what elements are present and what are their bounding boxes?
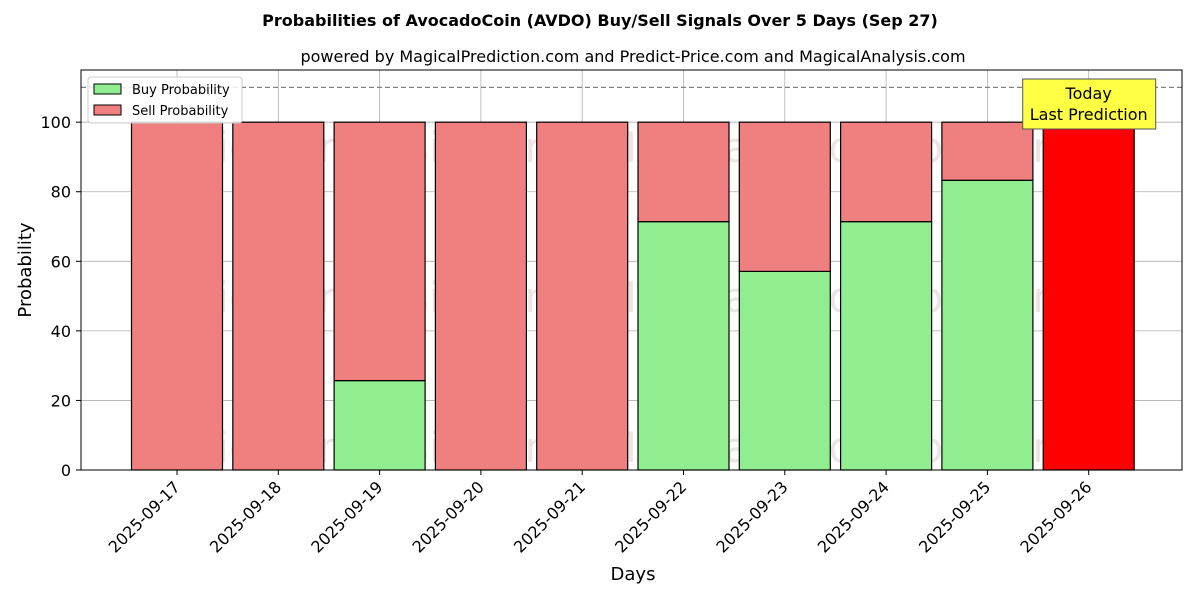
x-tick-label: 2025-09-18 [206,477,285,556]
legend-swatch [93,104,122,116]
x-tick-label: 2025-09-21 [510,477,589,556]
buy-bar [637,221,730,471]
x-tick-label: 2025-09-20 [409,477,488,556]
buy-bar [839,221,933,471]
sell-bar [130,121,224,471]
annotation-box [1022,78,1157,130]
legend-label: Sell Probability [132,104,229,119]
y-tick-label: 0 [61,461,71,480]
x-tick-label: 2025-09-25 [915,477,994,556]
bars [130,121,1135,471]
x-tick-label: 2025-09-17 [105,477,184,556]
sell-bar [941,121,1034,181]
sell-bar [637,121,730,223]
annotation-text: Last Prediction [1030,105,1148,124]
x-tick-label: 2025-09-24 [814,477,893,556]
today-annotation: Today Last Prediction [1022,78,1157,130]
sell-bar [333,121,426,382]
buy-bar [333,380,426,471]
y-tick-label: 60 [51,252,71,271]
sell-bar [738,121,831,272]
sell-bar [232,121,325,471]
x-tick-label: 2025-09-23 [712,477,791,556]
legend: Buy Probability Sell Probability [87,76,243,124]
x-tick-label: 2025-09-22 [611,477,690,556]
x-axis: 2025-09-17 2025-09-18 2025-09-19 2025-09-20… [105,470,1096,557]
legend-swatch [93,83,122,95]
buy-bar [738,270,831,471]
x-tick-label: 2025-09-26 [1016,477,1095,556]
chart-title: Probabilities of AvocadoCoin (AVDO) Buy/… [262,11,938,30]
y-axis-label: Probability [15,222,36,317]
annotation-text: Today [1065,84,1112,103]
sell-bar [536,121,629,471]
y-axis: 0 20 40 60 80 100 [40,113,81,480]
sell-bar [434,121,527,471]
sell-bar [839,121,933,223]
legend-label: Buy Probability [132,83,230,98]
buy-bar [941,179,1034,471]
legend-box [87,76,243,124]
plot-frame [80,69,1183,471]
y-tick-label: 20 [51,391,71,410]
x-tick-label: 2025-09-19 [307,477,386,556]
y-tick-label: 40 [51,322,71,341]
y-tick-label: 100 [40,113,71,132]
sell-bar-highlight [1042,121,1135,471]
chart-subtitle: powered by MagicalPrediction.com and Pre… [300,47,965,66]
x-axis-label: Days [611,564,656,585]
y-tick-label: 80 [51,183,71,202]
